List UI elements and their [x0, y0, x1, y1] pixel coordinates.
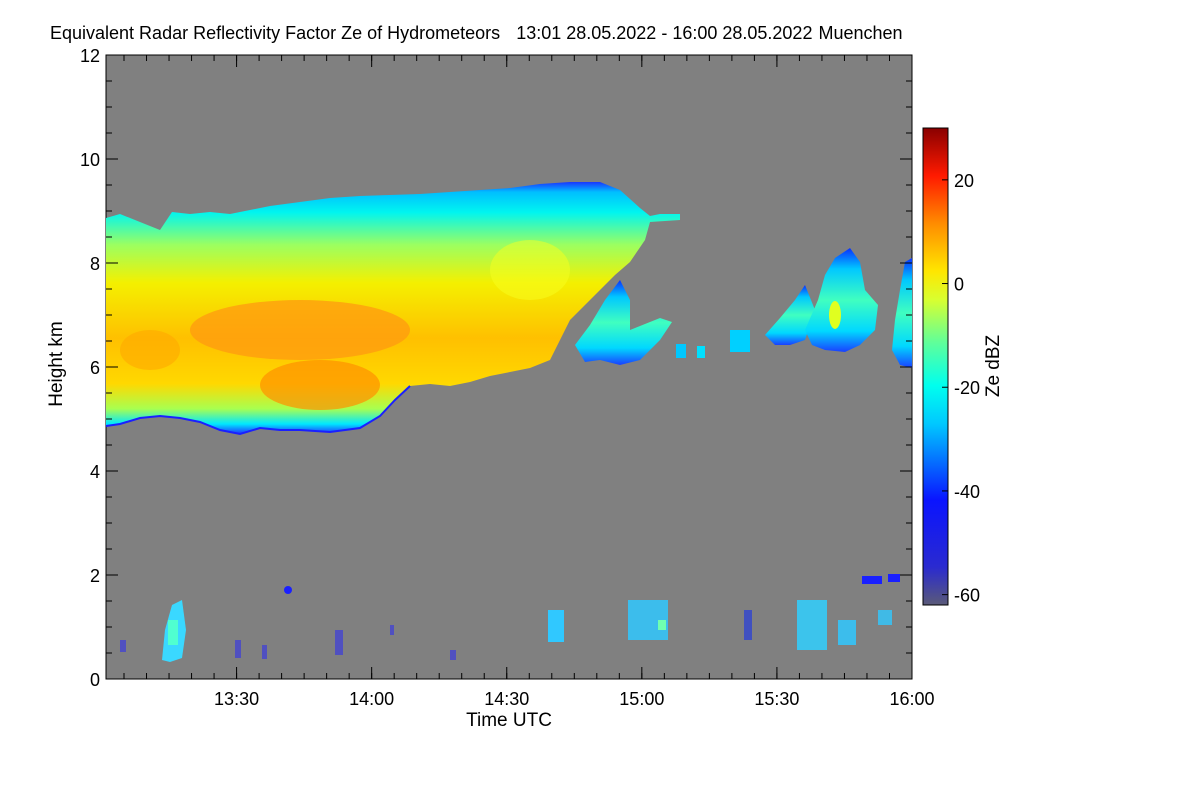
y-tick-label: 8: [90, 254, 100, 274]
cloud-core-lower: [260, 360, 380, 410]
small-cell-1508: [697, 346, 705, 358]
y-axis-label: Height km: [46, 321, 67, 407]
x-tick-label: 15:30: [754, 689, 799, 709]
y-axis: 0 2 4 6 8 10 12: [80, 46, 912, 690]
y-tick-label: 0: [90, 670, 100, 690]
y-tick-label: 12: [80, 46, 100, 66]
main-cloud-edge: [106, 385, 411, 436]
cloud-fragments-1445: [575, 280, 672, 365]
x-axis-label: Time UTC: [466, 710, 552, 731]
colorbar-tick-label: -20: [954, 378, 980, 398]
x-tick-label: 14:00: [349, 689, 394, 709]
y-tick-label: 4: [90, 462, 100, 482]
colorbar-tick-label: -40: [954, 482, 980, 502]
colorbar-label: Ze dBZ: [983, 334, 1004, 397]
x-tick-label: 14:30: [484, 689, 529, 709]
x-tick-label: 15:00: [619, 689, 664, 709]
x-tick-label: 13:30: [214, 689, 259, 709]
later-cell-1535: [805, 248, 878, 352]
colorbar: [922, 127, 949, 606]
chart-title: Equivalent Radar Reflectivity Factor Ze …: [50, 23, 903, 43]
later-cell-1520: [765, 285, 815, 345]
colorbar-tick-label: 0: [954, 275, 964, 295]
x-axis: 13:30 14:00 14:30 15:00 15:30 16:00: [123, 55, 935, 709]
y-tick-label: 6: [90, 358, 100, 378]
small-cell-1505: [676, 344, 686, 358]
y-tick-label: 10: [80, 150, 100, 170]
later-cell-1513: [730, 330, 750, 352]
colorbar-tick-label: -60: [954, 586, 980, 606]
x-tick-label: 16:00: [889, 689, 934, 709]
cloud-core-right: [490, 240, 570, 300]
colorbar-tick-label: 20: [954, 171, 974, 191]
cloud-core-upper: [190, 300, 410, 360]
later-cell-1535-core: [829, 301, 841, 329]
colorbar-axis: 20 0 -20 -40 -60: [942, 171, 980, 606]
low-level-echoes: [120, 574, 900, 662]
cloud-core-left: [120, 330, 180, 370]
y-tick-label: 2: [90, 566, 100, 586]
